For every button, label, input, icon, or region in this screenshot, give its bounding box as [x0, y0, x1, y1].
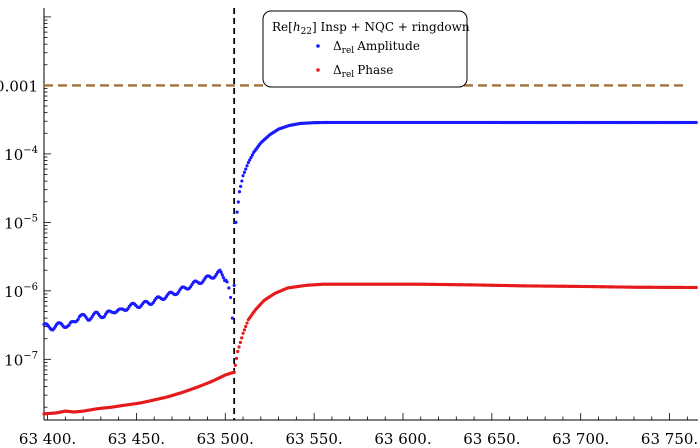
x-tick-label: 63 600. [374, 430, 431, 448]
y-tick-label: 10−4 [4, 145, 38, 164]
legend-title-prefix: Re[ [272, 20, 293, 34]
data-point [248, 158, 252, 162]
series-amplitude [42, 120, 698, 332]
legend-marker-phase [316, 68, 320, 72]
legend-title-suffix: ] Insp + NQC + ringdown [312, 20, 470, 34]
y-tick-label: 10−7 [4, 350, 38, 369]
y-tick-mantissa: 10 [4, 146, 23, 164]
legend-marker-amplitude [316, 44, 320, 48]
data-points [42, 120, 698, 416]
data-point [244, 324, 248, 329]
data-point [235, 210, 239, 214]
data-point [237, 345, 241, 349]
x-tick-label: 63 750. [641, 430, 698, 448]
x-tick-label: 63 450. [108, 430, 165, 448]
data-point [240, 336, 244, 340]
data-point [249, 155, 253, 160]
legend-amplitude-delta: Δ [333, 39, 342, 53]
data-point [694, 120, 698, 125]
data-point [234, 220, 238, 224]
data-point [238, 340, 242, 344]
x-tick-label: 63 650. [463, 430, 520, 448]
data-point [220, 273, 224, 277]
x-tick-label: 63 550. [285, 430, 342, 448]
data-point [239, 184, 243, 188]
data-point [227, 286, 231, 290]
legend-title-h: h [293, 20, 301, 34]
data-point [241, 331, 245, 335]
y-tick-exponent: −4 [23, 145, 38, 156]
data-point [234, 356, 239, 360]
legend-phase-name: Phase [357, 63, 393, 77]
legend-phase-sub: rel [342, 70, 355, 80]
legend-entry-phase: Δrel Phase [333, 63, 393, 80]
data-point [236, 200, 240, 204]
data-point [242, 170, 246, 174]
legend-box [262, 10, 468, 88]
data-point [694, 285, 698, 290]
data-point [241, 174, 245, 178]
data-point [219, 270, 223, 274]
legend-title-h-sub: 22 [301, 27, 312, 37]
data-point [237, 190, 242, 194]
legend-amplitude-sub: rel [342, 46, 355, 56]
y-tick-mantissa: 10 [4, 283, 23, 301]
reference-lines [44, 8, 686, 420]
data-point [242, 328, 246, 332]
legend-entry-amplitude: Δrel Amplitude [333, 39, 420, 56]
y-tick-exponent: −6 [23, 282, 38, 293]
legend-amplitude-name: Amplitude [356, 39, 420, 53]
data-point [225, 280, 229, 284]
y-tick-mantissa: 10 [4, 214, 23, 232]
data-point [233, 363, 237, 367]
data-point [245, 164, 249, 168]
data-point [240, 179, 244, 183]
y-tick-exponent: −7 [23, 350, 38, 361]
y-tick-label: 0.001 [0, 77, 38, 95]
data-point [232, 370, 236, 374]
data-point [245, 321, 249, 325]
legend: Re[h22] Insp + NQC + ringdown Δrel Amplit… [262, 10, 470, 88]
data-point [244, 167, 248, 171]
data-point [250, 153, 254, 157]
y-tick-mantissa: 0.001 [0, 77, 38, 95]
x-tick-label: 63 500. [197, 430, 254, 448]
x-tick-label: 63 700. [552, 430, 609, 448]
legend-phase-delta: Δ [333, 63, 342, 77]
y-tick-mantissa: 10 [4, 351, 23, 369]
data-point [232, 283, 236, 288]
data-point [236, 349, 240, 354]
data-point [246, 160, 250, 165]
y-tick-label: 10−5 [4, 213, 38, 232]
y-tick-exponent: −5 [23, 213, 38, 224]
x-tick-label: 63 400. [19, 430, 76, 448]
data-point [76, 317, 80, 321]
data-point [230, 316, 234, 320]
y-tick-label: 10−6 [4, 282, 38, 301]
data-point [229, 295, 233, 300]
series-phase [42, 282, 698, 416]
legend-title: Re[h22] Insp + NQC + ringdown [272, 20, 470, 37]
data-point [221, 276, 226, 280]
